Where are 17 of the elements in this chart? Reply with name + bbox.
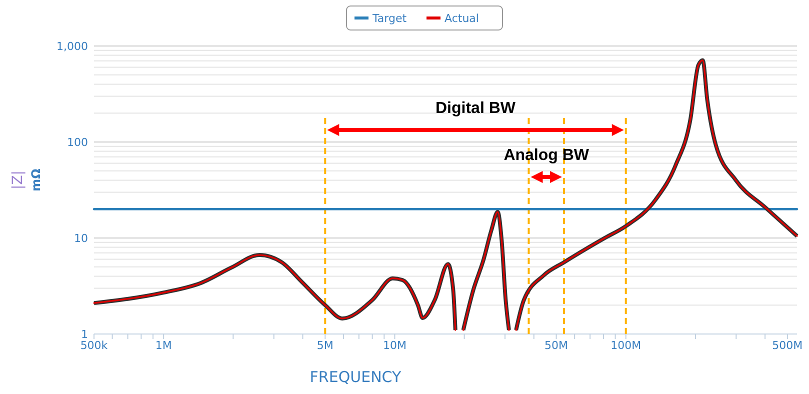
y-tick-label: 10 xyxy=(74,232,88,245)
x-tick-label: 500M xyxy=(772,339,803,352)
x-axis-title: FREQUENCY xyxy=(310,368,402,386)
annotation: Analog BW xyxy=(504,147,590,164)
x-tick-label: 50M xyxy=(544,339,568,352)
y-axis-title: |Z| mΩ xyxy=(10,168,43,192)
annotation: Digital BW xyxy=(436,100,516,117)
legend-label: Target xyxy=(372,12,408,25)
legend-label: Actual xyxy=(444,12,479,25)
x-tick-label: 100M xyxy=(610,339,642,352)
x-tick-label: 1M xyxy=(155,339,172,352)
y-tick-label: 1 xyxy=(81,328,88,341)
x-tick-label: 5M xyxy=(316,339,334,352)
x-tick-label: 500k xyxy=(80,339,108,352)
x-tick-label: 10M xyxy=(382,339,406,352)
y-tick-label: 100 xyxy=(67,136,88,149)
y-tick-label: 1,000 xyxy=(56,40,88,53)
